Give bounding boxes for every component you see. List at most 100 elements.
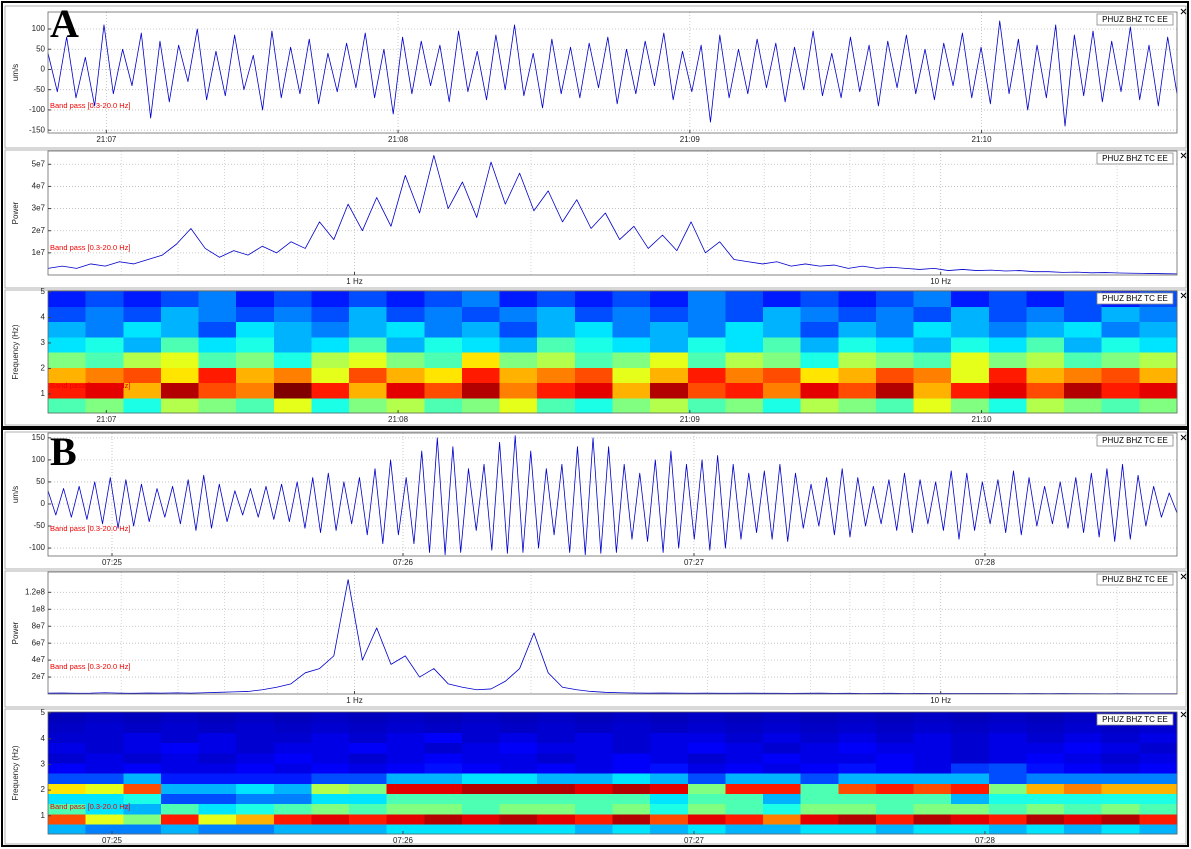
trace — [47, 20, 1178, 127]
y-tick-label: 3 — [41, 338, 46, 347]
spectrogram-cell — [1101, 306, 1140, 323]
spectrogram-cell — [424, 783, 463, 794]
spectrogram-cell — [800, 306, 839, 323]
spectrogram-cell — [951, 732, 990, 744]
spectrogram-cell — [85, 336, 124, 353]
spectrogram-cell — [988, 752, 1028, 764]
spectrogram-cell — [48, 712, 87, 723]
spectrogram-cell — [951, 336, 990, 353]
y-tick-label: 0 — [41, 65, 46, 74]
spectrogram-cell — [838, 783, 877, 794]
station-box — [1096, 292, 1174, 305]
spectrogram-cell — [875, 803, 915, 815]
spectrogram-cell — [913, 732, 952, 744]
spectrogram-cell — [499, 712, 538, 723]
spectrogram-cell — [800, 367, 839, 384]
spectrogram-cell — [574, 306, 614, 323]
spectrogram-cell — [48, 306, 87, 323]
spectrogram-cell — [574, 321, 614, 338]
plot-border — [47, 11, 1178, 134]
spectrogram-cell — [123, 722, 162, 733]
spectrogram-cell — [537, 306, 576, 323]
spectrogram-cell — [123, 291, 162, 307]
spectrogram-cell — [913, 367, 952, 384]
spectrogram-cell — [875, 823, 915, 835]
spectrogram-cell — [875, 291, 915, 307]
spectrogram-cell — [951, 793, 990, 805]
spectrogram-cell — [1139, 742, 1178, 754]
spectrogram-cell — [875, 752, 915, 764]
close-icon — [1180, 8, 1187, 15]
spectrogram-cell — [988, 732, 1028, 744]
spectrogram-cell — [1101, 352, 1140, 368]
spectrogram-cell — [48, 783, 87, 794]
spectrogram-cell — [1026, 397, 1065, 414]
spectrogram-cell — [1026, 382, 1065, 399]
spectrogram-cell — [1101, 823, 1140, 835]
spectrogram-cell — [725, 793, 764, 805]
spectrogram-cell — [1026, 813, 1065, 825]
spectrogram-cell — [763, 752, 802, 764]
spectrogram-cell — [988, 367, 1028, 384]
x-tick-label: 07:28 — [975, 558, 996, 567]
spectrogram-cell — [838, 742, 877, 754]
spectrogram-cell — [612, 712, 651, 723]
spectrogram-cell — [123, 712, 162, 723]
spectrogram-cell — [763, 712, 802, 723]
spectrogram-cell — [386, 321, 425, 338]
spectrogram-cell — [311, 306, 350, 323]
spectrogram-cell — [85, 783, 124, 794]
spectrogram-cell — [650, 762, 689, 774]
spectrogram-cell — [913, 321, 952, 338]
spectrogram-cell — [198, 382, 237, 399]
spectrogram-cell — [650, 722, 689, 733]
close-icon — [1180, 152, 1187, 159]
spectrogram-cell — [574, 367, 614, 384]
spectrogram-cell — [198, 722, 237, 733]
spectrogram-cell — [236, 367, 275, 384]
spectrogram-cell — [1064, 367, 1103, 384]
x-tick-label: 21:08 — [388, 135, 409, 144]
x-tick-label: 07:27 — [684, 558, 705, 567]
spectrogram-cell — [48, 823, 87, 835]
spectrogram-cell — [838, 336, 877, 353]
spectrogram-cell — [1026, 752, 1065, 764]
spectrogram-cell — [48, 752, 87, 764]
spectrogram-cell — [800, 382, 839, 399]
spectrogram-cell — [85, 773, 124, 784]
spectrogram-cell — [838, 793, 877, 805]
spectrogram-cell — [311, 291, 350, 307]
spectrogram-cell — [1064, 732, 1103, 744]
spectrogram-cell — [725, 291, 764, 307]
spectrogram-cell — [574, 722, 614, 733]
spectrogram-cell — [687, 752, 726, 764]
spectrogram-cell — [1026, 367, 1065, 384]
station-box — [1096, 573, 1174, 586]
spectrogram-cell — [311, 732, 350, 744]
spectrogram-cell — [574, 752, 614, 764]
y-tick-label: 2 — [41, 364, 46, 373]
spectrogram-cell — [687, 742, 726, 754]
spectrogram-cell — [612, 762, 651, 774]
spectrogram-cell — [311, 382, 350, 399]
spectrogram-cell — [763, 321, 802, 338]
spectrogram-cell — [349, 336, 388, 353]
spectrogram-cell — [48, 813, 87, 825]
spectrogram-cell — [349, 352, 388, 368]
y-axis-label: Frequency (Hz) — [11, 745, 20, 800]
spectrogram-cell — [838, 321, 877, 338]
spectrogram-cell — [273, 742, 313, 754]
spectrogram-cell — [461, 291, 501, 307]
spectrogram-cell — [160, 752, 200, 764]
spectrogram-cell — [725, 306, 764, 323]
spectrogram-cell — [875, 352, 915, 368]
spectrogram-cell — [85, 762, 124, 774]
spectrogram-cell — [1064, 712, 1103, 723]
spectrogram-cell — [612, 382, 651, 399]
spectrogram-cell — [537, 352, 576, 368]
spectrogram-cell — [1101, 742, 1140, 754]
trace — [47, 155, 1178, 275]
spectrogram-cell — [123, 382, 162, 399]
group-frame — [1, 1, 1189, 428]
spectrogram-cell — [1139, 823, 1178, 835]
